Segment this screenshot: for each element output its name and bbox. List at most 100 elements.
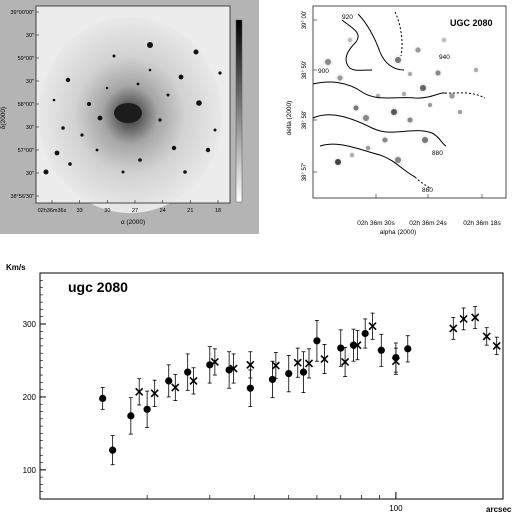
right-y-tick-label: 38° 58' [302, 111, 308, 130]
star [138, 158, 142, 162]
y-tick-label: 300 [23, 320, 37, 329]
emission-blob [350, 153, 354, 157]
x-axis-label: arcsec [486, 505, 512, 514]
data-point-circle [184, 353, 192, 391]
star [97, 115, 103, 121]
colorbar [235, 19, 243, 203]
data-point-cross [271, 352, 280, 380]
left-y-tick-label: 30" [26, 79, 34, 85]
circle-marker [127, 412, 135, 420]
data-point-circle [143, 390, 151, 428]
circle-marker [361, 329, 369, 338]
emission-blob [442, 38, 446, 42]
data-point-cross [482, 327, 491, 346]
star [52, 98, 56, 102]
star [205, 147, 211, 153]
emission-blob [395, 157, 401, 163]
cross-marker [482, 332, 491, 341]
data-point-circle [268, 360, 277, 399]
star [136, 82, 140, 86]
right-y-tick-label: 38° 59' [302, 61, 308, 80]
plot-frame [39, 272, 504, 500]
cross-marker [353, 341, 362, 350]
emission-blob [420, 85, 426, 91]
circle-marker [165, 377, 173, 385]
data-point-cross [391, 347, 400, 375]
star [178, 74, 184, 80]
data-point-cross [492, 336, 501, 356]
star [166, 93, 170, 97]
data-point-circle [404, 335, 412, 363]
left-x-tick-label: 33 [77, 208, 83, 214]
circle-marker [404, 345, 412, 353]
contour-940-left [357, 13, 405, 71]
data-point-cross [304, 348, 314, 379]
emission-blob [391, 109, 397, 115]
left-y-tick-label: 59°00" [18, 56, 34, 62]
contour-label-940: 940 [439, 54, 450, 61]
emission-blob [435, 70, 441, 76]
cross-marker [189, 376, 198, 385]
star [61, 126, 65, 130]
emission-blob [422, 137, 428, 143]
contour-label-880: 880 [432, 150, 443, 157]
data-point-circle [99, 387, 107, 410]
cross-marker [492, 341, 501, 350]
circle-marker [206, 361, 214, 369]
star [121, 170, 125, 174]
emission-blob [382, 137, 388, 143]
emission-blob [363, 115, 369, 121]
star [43, 169, 49, 175]
data-point-circle [127, 397, 135, 435]
left-y-ticks: 39°00'00" 30" 59°00" 30" 58°00" 30" 57°00" 30" 3… [10, 10, 39, 200]
hi-emission-blobs [321, 35, 481, 169]
data-point-circle [337, 329, 345, 367]
circle-marker [143, 405, 151, 413]
star [183, 170, 187, 174]
cross-marker [341, 357, 350, 367]
cross-marker [304, 359, 314, 368]
chart-title: ugc 2080 [68, 279, 128, 295]
left-y-tick-label: 39°00'00" [10, 10, 34, 16]
data-point-cross [368, 312, 377, 340]
right-y-axis-label: delta (2000) [286, 101, 293, 136]
circle-marker [184, 368, 192, 376]
emission-blob [395, 57, 401, 63]
right-x-tick-label: 02h 36m 24s [409, 220, 447, 227]
circle-marker [99, 394, 107, 402]
right-x-ticks: 02h 36m 30s 02h 36m 24s 02h 36m 18s [357, 194, 502, 227]
cross-marker [229, 364, 238, 373]
emission-blob [353, 105, 359, 111]
star [65, 77, 71, 83]
emission-blob [337, 75, 343, 81]
circle-marker [299, 368, 308, 376]
left-x-tick-label: 24 [160, 208, 166, 214]
y-tick-label: 100 [23, 466, 37, 475]
field-stars [43, 42, 222, 175]
cross-marker [293, 358, 302, 367]
circle-marker [109, 446, 117, 454]
isovelocity-contours [312, 11, 486, 189]
right-y-tick-label: 38° 57' [302, 163, 308, 182]
data-point-cross [246, 351, 255, 379]
contour-label-900: 900 [318, 68, 329, 75]
star [158, 118, 162, 122]
star [147, 42, 153, 48]
cross-marker [271, 361, 280, 370]
left-image-border [35, 5, 231, 204]
contour-920 [341, 19, 373, 71]
emission-blob [335, 159, 341, 165]
star [54, 150, 60, 156]
left-y-tick-label: 30" [26, 33, 34, 39]
contour-940-right [394, 11, 403, 57]
cross-marker [449, 324, 458, 333]
right-y-tick-label: 39° 00' [302, 11, 308, 30]
right-panel: 920 940 900 880 860 UGC 2080 39° 00' 38° … [286, 5, 507, 236]
emission-blob [366, 146, 370, 150]
contour-label-860: 860 [422, 187, 433, 194]
star [105, 86, 109, 90]
data-point-circle [109, 435, 117, 466]
emission-blob [407, 117, 413, 123]
emission-blob [458, 110, 462, 114]
cross-marker [246, 360, 255, 369]
